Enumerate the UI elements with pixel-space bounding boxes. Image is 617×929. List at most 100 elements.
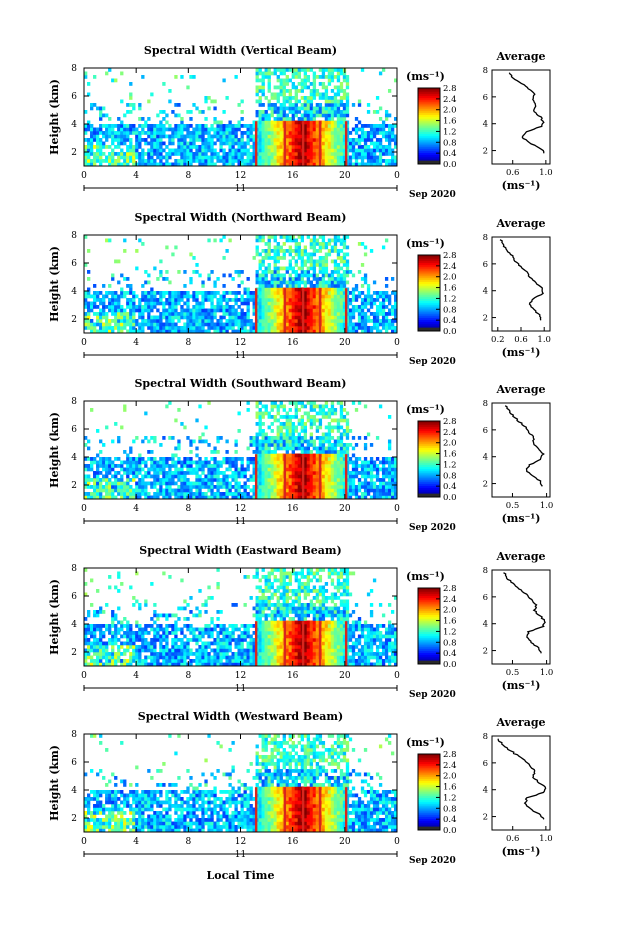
heatmap-cell [246, 308, 250, 313]
heatmap-cell [270, 280, 274, 285]
heatmap-cell [168, 148, 172, 153]
heatmap-cell [360, 291, 365, 295]
heatmap-cell [318, 436, 323, 440]
heatmap-cell [147, 319, 151, 323]
heatmap-cell [186, 131, 190, 135]
heatmap-cell [96, 298, 100, 302]
heatmap-cell [288, 148, 292, 153]
heatmap-cell [213, 446, 217, 451]
heatmap-cell [303, 404, 308, 409]
heatmap-cell [303, 85, 308, 90]
heatmap-cell [105, 131, 109, 135]
heatmap-cell [294, 249, 298, 253]
heatmap-cell [84, 235, 88, 239]
heatmap-cell [306, 439, 311, 444]
heatmap-cell [123, 322, 127, 327]
average-x-tick-label: 0.6 [506, 168, 520, 178]
heatmap-cell [192, 291, 196, 295]
heatmap-cell [297, 485, 301, 489]
heatmap-cell [219, 141, 223, 146]
heatmap-cell [360, 464, 365, 468]
heatmap-cell [234, 439, 238, 444]
heatmap-cell [222, 131, 226, 135]
heatmap-cell [111, 308, 115, 313]
heatmap-cell [273, 322, 277, 327]
heatmap-cell [273, 312, 277, 316]
heatmap-cell [90, 322, 94, 327]
colorbar-segment [418, 141, 440, 144]
heatmap-cell [204, 495, 208, 500]
heatmap-cell [102, 460, 106, 465]
heatmap-cell [195, 138, 199, 142]
heatmap-cell [219, 308, 223, 313]
heatmap-cell [252, 474, 256, 479]
heatmap-cell [342, 120, 347, 125]
heatmap-cell [129, 92, 133, 97]
heatmap-cell [99, 159, 103, 163]
heatmap-cell [309, 471, 314, 475]
heatmap-cell [291, 249, 295, 253]
heatmap-cell [135, 148, 139, 153]
heatmap-cell [246, 277, 250, 281]
heatmap-cell [324, 138, 329, 142]
heatmap-cell [105, 155, 109, 160]
heatmap-cell [336, 495, 341, 500]
heatmap-cell [285, 155, 289, 160]
heatmap-cell [213, 326, 217, 330]
heatmap-cell [111, 124, 115, 128]
heatmap-cell [120, 492, 124, 496]
heatmap-cell [348, 492, 353, 496]
heatmap-cell [225, 495, 229, 500]
heatmap-cell [93, 460, 97, 465]
heatmap-cell [225, 308, 229, 313]
heatmap-cell [132, 460, 136, 465]
heatmap-cell [342, 263, 347, 267]
colorbar-tick-label: 0.0 [443, 160, 457, 170]
heatmap-cell [192, 159, 196, 163]
heatmap-cell [357, 270, 362, 274]
heatmap-cell [387, 464, 392, 468]
heatmap-cell [294, 152, 298, 156]
heatmap-cell [276, 432, 280, 437]
heatmap-cell [288, 467, 292, 472]
heatmap-cell [201, 315, 205, 320]
heatmap-cell [285, 134, 289, 139]
heatmap-cell [393, 145, 398, 149]
heatmap-cell [168, 495, 172, 500]
heatmap-cell [339, 99, 344, 104]
colorbar-segment [418, 260, 440, 263]
heatmap-cell [282, 117, 286, 121]
heatmap-cell [336, 256, 341, 260]
heatmap-cell [336, 270, 341, 274]
heatmap-cell [369, 152, 374, 156]
colorbar-segment [418, 321, 440, 324]
heatmap-cell [171, 308, 175, 313]
heatmap-cell [375, 96, 380, 100]
heatmap-cell [231, 464, 235, 468]
heatmap-cell [384, 305, 389, 309]
heatmap-cell [309, 291, 314, 295]
heatmap-cell [120, 488, 124, 493]
heatmap-cell [300, 78, 305, 83]
x-tick-label: 0 [81, 171, 87, 181]
heatmap-cell [276, 127, 280, 132]
heatmap-cell [99, 162, 103, 167]
heatmap-cell [294, 474, 298, 479]
heatmap-cell [306, 460, 311, 465]
heatmap-cell [198, 145, 202, 149]
heatmap-cell [378, 159, 383, 163]
heatmap-cell [336, 238, 341, 243]
heatmap-cell [273, 326, 277, 330]
heatmap-cell [306, 443, 311, 447]
heatmap-cell [132, 308, 136, 313]
heatmap-cell [336, 481, 341, 486]
heatmap-cell [114, 301, 118, 306]
heatmap-cell [387, 89, 392, 93]
heatmap-cell [180, 464, 184, 468]
heatmap-cell [150, 134, 154, 139]
heatmap-cell [138, 488, 142, 493]
heatmap-cell [336, 298, 341, 302]
heatmap-cell [237, 155, 241, 160]
heatmap-cell [381, 488, 386, 493]
colorbar-segment [418, 275, 440, 279]
